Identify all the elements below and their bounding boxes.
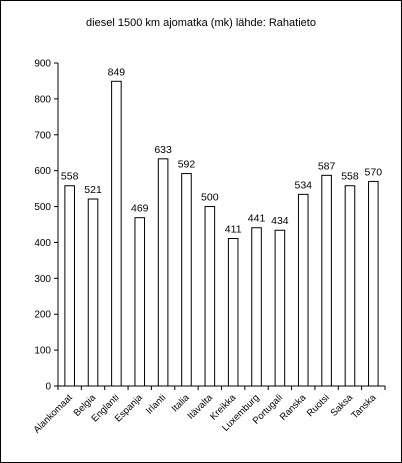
category-label: Ranska — [278, 392, 309, 423]
y-tick-label: 100 — [34, 346, 51, 357]
y-tick-label: 500 — [34, 202, 51, 213]
bar — [134, 217, 146, 387]
data-label: 469 — [131, 203, 149, 215]
data-label: 500 — [201, 192, 219, 204]
bars — [64, 80, 379, 387]
y-tick-label: 400 — [34, 238, 51, 249]
data-label: 441 — [248, 213, 266, 225]
category-label: Ruotsi — [305, 392, 332, 419]
bar — [368, 180, 379, 387]
bar — [274, 229, 286, 387]
data-label: 849 — [108, 66, 126, 78]
bar — [297, 193, 309, 387]
y-tick-label: 900 — [34, 59, 51, 70]
bar — [87, 198, 99, 387]
bar — [204, 206, 216, 387]
y-tick-label: 300 — [34, 274, 51, 285]
data-label: 558 — [61, 171, 79, 183]
bar — [181, 173, 192, 387]
y-tick-label: 700 — [34, 130, 51, 141]
y-tick-label: 200 — [34, 310, 51, 321]
bar — [251, 227, 262, 387]
bar — [321, 174, 332, 387]
category-label: Irlanti — [144, 392, 168, 416]
category-label: Alankomaat — [32, 392, 76, 436]
data-label: 411 — [225, 223, 242, 235]
data-label: 587 — [318, 160, 336, 172]
bar — [64, 185, 75, 387]
data-label: 534 — [294, 179, 312, 191]
y-tick-label: 600 — [34, 166, 51, 177]
bar — [111, 80, 122, 387]
bar — [227, 237, 239, 387]
category-label: Tanska — [349, 392, 379, 422]
bar — [157, 158, 169, 387]
chart-title: diesel 1500 km ajomatka (mk) lähde: Raha… — [86, 17, 316, 29]
data-label: 521 — [84, 184, 102, 196]
data-label: 570 — [365, 166, 383, 178]
data-label: 434 — [271, 215, 289, 227]
data-label: 592 — [178, 159, 196, 171]
y-tick-label: 0 — [45, 382, 51, 393]
y-tick-label: 800 — [34, 94, 51, 105]
data-label: 558 — [341, 171, 359, 183]
bar — [344, 185, 356, 387]
data-label: 633 — [154, 144, 172, 156]
